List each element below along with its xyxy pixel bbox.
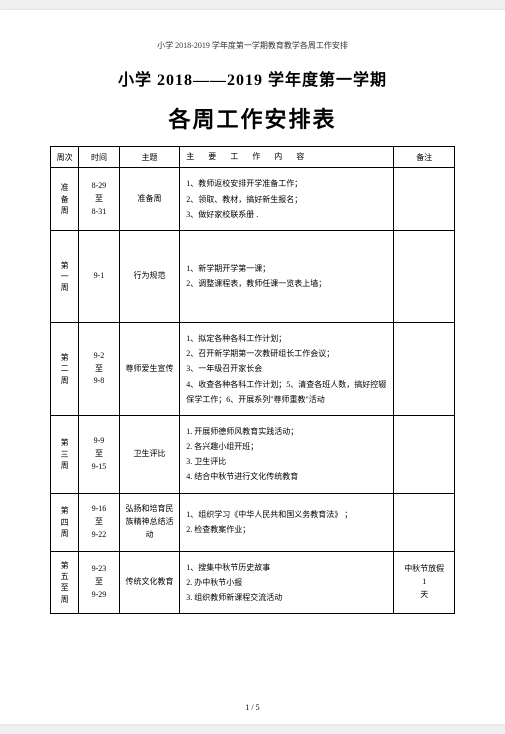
time-cell: 9-1 [79,230,119,322]
theme-cell: 卫生评比 [119,415,180,493]
content-cell: 1、搜集中秋节历史故事2. 办中秋节小报3. 组织教师新课程交流活动 [180,551,394,614]
week-cell: 准备周 [51,168,79,231]
col-header-theme: 主题 [119,147,180,168]
table-row: 第四周9-16至9-22弘扬和培育民族精神总结活动1、组织学习《中华人民共和国义… [51,493,455,551]
time-cell: 9-9至9-15 [79,415,119,493]
time-cell: 9-23至9-29 [79,551,119,614]
week-cell: 第三周 [51,415,79,493]
col-header-week: 周次 [51,147,79,168]
table-row: 第一周9-1行为规范1、新学期开学第一课；2、调整课程表，教师任课一览表上墙； [51,230,455,322]
document-page: 小学 2018-2019 学年度第一学期教育教学各周工作安排 小学 2018——… [0,10,505,724]
note-cell [394,230,455,322]
table-header: 周次 时间 主题 主 要 工 作 内 容 备注 [51,147,455,168]
week-cell: 第二周 [51,322,79,415]
title-line-1: 小学 2018——2019 学年度第一学期 [50,66,455,90]
theme-cell: 行为规范 [119,230,180,322]
content-cell: 1、组织学习《中华人民共和国义务教育法》 ；2. 检查教案作业； [180,493,394,551]
note-cell [394,493,455,551]
note-cell [394,168,455,231]
theme-cell: 准备周 [119,168,180,231]
theme-cell: 弘扬和培育民族精神总结活动 [119,493,180,551]
note-cell: 中秋节放假1天 [394,551,455,614]
col-header-note: 备注 [394,147,455,168]
time-cell: 8-29至8-31 [79,168,119,231]
col-header-time: 时间 [79,147,119,168]
table-row: 准备周8-29至8-31准备周1、教师返校安排开学准备工作；2、领取、教材，搞好… [51,168,455,231]
time-cell: 9-16至9-22 [79,493,119,551]
table-row: 第三周9-9至9-15卫生评比1. 开展师德师风教育实践活动；2. 各兴趣小组开… [51,415,455,493]
title-line-2: 各周工作安排表 [50,102,455,134]
week-cell: 第一周 [51,230,79,322]
time-cell: 9-2至9-8 [79,322,119,415]
page-number: 1 / 5 [0,703,505,712]
note-cell [394,415,455,493]
col-header-content: 主 要 工 作 内 容 [180,147,394,168]
content-cell: 1、拟定各种各科工作计划；2、召开新学期第一次教研组长工作会议；3、一年级召开家… [180,322,394,415]
page-header: 小学 2018-2019 学年度第一学期教育教学各周工作安排 [50,40,455,51]
table-row: 第二周9-2至9-8尊师爱生宣传1、拟定各种各科工作计划；2、召开新学期第一次教… [51,322,455,415]
table-row: 第五至周9-23至9-29传统文化教育1、搜集中秋节历史故事2. 办中秋节小报3… [51,551,455,614]
content-cell: 1. 开展师德师风教育实践活动；2. 各兴趣小组开班；3. 卫生评比4. 结合中… [180,415,394,493]
theme-cell: 传统文化教育 [119,551,180,614]
note-cell [394,322,455,415]
table-body: 准备周8-29至8-31准备周1、教师返校安排开学准备工作；2、领取、教材，搞好… [51,168,455,614]
schedule-table: 周次 时间 主题 主 要 工 作 内 容 备注 准备周8-29至8-31准备周1… [50,146,455,614]
week-cell: 第五至周 [51,551,79,614]
week-cell: 第四周 [51,493,79,551]
theme-cell: 尊师爱生宣传 [119,322,180,415]
content-cell: 1、新学期开学第一课；2、调整课程表，教师任课一览表上墙； [180,230,394,322]
content-cell: 1、教师返校安排开学准备工作；2、领取、教材，搞好新生报名；3、做好家校联系册 … [180,168,394,231]
